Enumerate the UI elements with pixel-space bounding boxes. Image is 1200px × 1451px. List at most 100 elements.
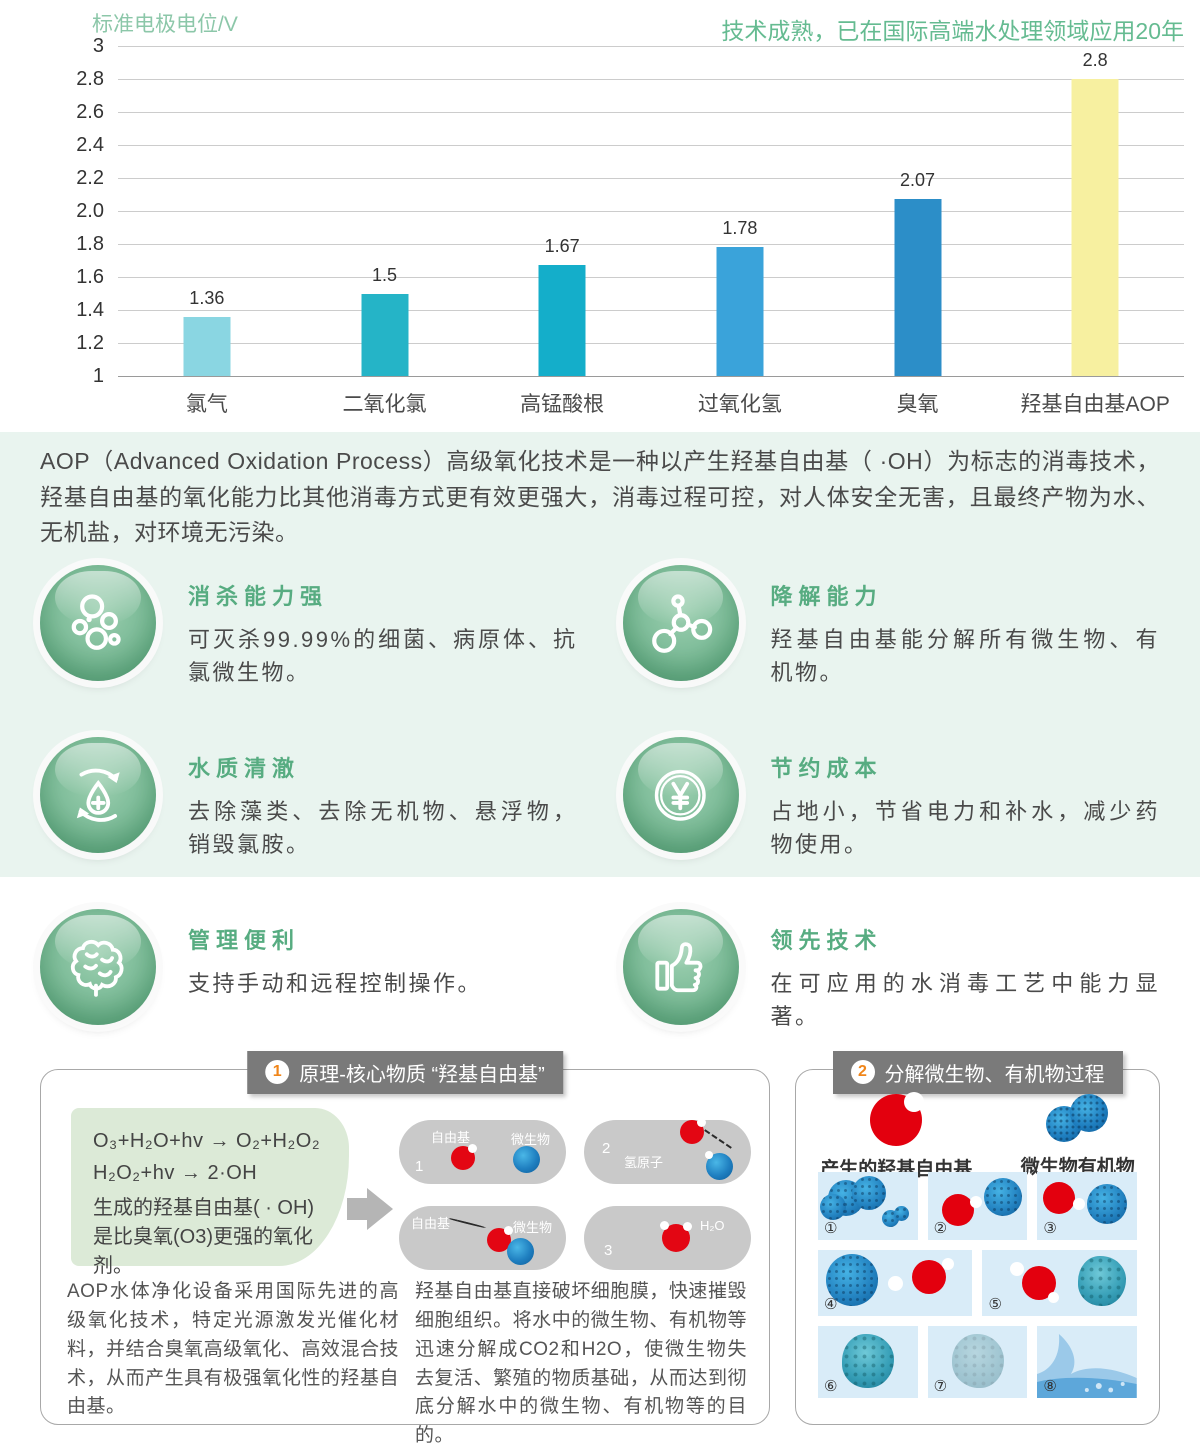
- bar-value-label: 1.78: [722, 218, 758, 239]
- bar-column: 1.36 氯气: [118, 46, 296, 416]
- gridline: 2.4: [76, 134, 1184, 156]
- thumbs-up-icon: [655, 941, 703, 992]
- feature-text: 支持手动和远程控制操作。: [188, 970, 483, 996]
- radical-red-ball: [451, 1143, 477, 1170]
- y-axis-tick: 1.4: [76, 299, 104, 321]
- feature-icon-badge: [40, 736, 156, 853]
- feature-easy-management: 管理便利 支持手动和远程控制操作。: [40, 908, 578, 1033]
- feature-text: 羟基自由基能分解所有微生物、有机物。: [770, 626, 1160, 685]
- feature-icon-badge: [40, 908, 156, 1025]
- brain-icon: [70, 939, 124, 997]
- principle-panel-header: 1 原理-核心物质 “羟基自由基”: [247, 1050, 563, 1094]
- microbe-icon: [1045, 1093, 1110, 1144]
- x-axis-category-label: 臭氧: [896, 393, 939, 416]
- gridline: 2.8: [76, 68, 1184, 90]
- bubbles-icon: [71, 594, 121, 650]
- x-axis-category-label: 高锰酸根: [520, 393, 605, 416]
- y-axis-tick: 2.6: [76, 101, 104, 123]
- intro-paragraph: AOP（Advanced Oxidation Process）高级氧化技术是一种…: [40, 448, 1160, 546]
- bar-column: 1.67 高锰酸根: [473, 46, 651, 416]
- panel-title: 原理-核心物质 “羟基自由基”: [299, 1063, 545, 1086]
- y-axis-tick: 1.8: [76, 233, 104, 255]
- x-axis-category-label: 氯气: [185, 393, 228, 416]
- capsule-step-2: 2 氢原子: [584, 1117, 751, 1184]
- y-axis-tick: 2.8: [76, 68, 104, 90]
- principle-panel: 1 原理-核心物质 “羟基自由基” O₃+H₂O+hv → O₂+H₂O₂ H₂…: [40, 1050, 770, 1446]
- formula-note: 生成的羟基自由基( · OH)是比臭氧(O3)更强的氧化剂。: [93, 1196, 315, 1277]
- gridline: 1: [93, 365, 1184, 387]
- legend-microbe: 微生物有机物: [1021, 1093, 1135, 1181]
- radical-red-ball: [680, 1117, 706, 1144]
- capsule-step-1b: 自由基 微生物: [399, 1205, 566, 1270]
- feature-icon-badge: [622, 564, 739, 681]
- feature-icon-badge: [40, 564, 156, 681]
- dashed-link: [447, 1217, 487, 1229]
- y-axis-tick: 1: [92, 365, 104, 387]
- y-axis-tick: 2.0: [76, 200, 104, 222]
- process-step-5: ⑤: [982, 1249, 1137, 1316]
- feature-icon-badge: [622, 736, 739, 853]
- feature-text: 去除藻类、去除无机物、悬浮物，销毁氯胺。: [188, 798, 578, 857]
- y-axis-tick: 1.6: [76, 266, 104, 288]
- formula-line-2: H₂O₂+hv → 2·OH: [93, 1161, 258, 1184]
- hydroxyl-radical-icon: [870, 1091, 925, 1146]
- feature-title: 领先技术: [770, 927, 883, 953]
- y-axis-tick: 2.4: [76, 134, 104, 156]
- aop-intro-section: AOP（Advanced Oxidation Process）高级氧化技术是一种…: [0, 432, 1200, 877]
- chart-headline: 技术成熟，已在国际高端水处理领域应用20年: [721, 18, 1184, 44]
- bar-value-label: 2.07: [899, 170, 936, 191]
- gridline: 3: [93, 35, 1184, 57]
- principle-paragraph-left: AOP水体净化设备采用国际先进的高级氧化技术，特定光源激发光催化材料，并结合臭氧…: [67, 1280, 399, 1418]
- panel-number-badge: 1: [265, 1060, 290, 1085]
- x-axis-category-label: 二氧化氯: [342, 393, 427, 416]
- feature-text: 可灭杀99.99%的细菌、病原体、抗氯微生物。: [188, 626, 578, 685]
- bottom-panels: 1 原理-核心物质 “羟基自由基” O₃+H₂O+hv → O₂+H₂O₂ H₂…: [0, 1050, 1200, 1446]
- decomposition-panel: 2 分解微生物、有机物过程 产生的羟基自由基 微生物有机物 ①: [795, 1050, 1160, 1425]
- yuan-coin-icon: [655, 769, 706, 821]
- y-axis-tick: 3: [92, 35, 104, 57]
- feature-cost-saving: 节约成本 占地小，节省电力和补水，减少药物使用。: [622, 736, 1161, 861]
- process-step-1: ①: [818, 1171, 918, 1240]
- bar: [183, 316, 231, 376]
- process-step-2: ②: [927, 1171, 1028, 1240]
- bar-value-label: 1.36: [189, 287, 225, 308]
- y-axis-tick: 2.2: [76, 167, 104, 189]
- legend-hydroxyl-radical: 产生的羟基自由基: [820, 1091, 972, 1181]
- process-step-3: ③: [1037, 1171, 1137, 1240]
- formula-box: O₃+H₂O+hv → O₂+H₂O₂ H₂O₂+hv → 2·OH 生成的羟基…: [71, 1107, 349, 1277]
- microbe-blue-ball: [513, 1145, 540, 1173]
- process-step-4: ④: [818, 1249, 973, 1316]
- gridline: 2.0: [76, 200, 1184, 222]
- gridline: 1.8: [76, 233, 1184, 255]
- process-step-6: ⑥: [818, 1325, 918, 1398]
- bar-value-label: 2.8: [1082, 50, 1108, 70]
- decomposition-panel-header: 2 分解微生物、有机物过程: [832, 1050, 1123, 1094]
- feature-title: 管理便利: [188, 927, 301, 953]
- principle-paragraph-right: 羟基自由基直接破坏细胞膜，快速摧毁细胞组织。将水中的微生物、有机物等迅速分解成C…: [415, 1280, 747, 1447]
- feature-grid-top: 消杀能力强 可灭杀99.99%的细菌、病原体、抗氯微生物。 降解能力 羟基自由基…: [40, 564, 1161, 861]
- panel-title: 分解微生物、有机物过程: [884, 1063, 1105, 1086]
- formula-line-1: O₃+H₂O+hv → O₂+H₂O₂: [93, 1129, 321, 1152]
- bar-column: 2.07 臭氧: [829, 46, 1007, 416]
- dashed-link: [704, 1129, 732, 1149]
- x-axis-category-label: 过氧化氢: [697, 393, 782, 416]
- bar-value-label: 1.67: [544, 236, 580, 257]
- feature-grid-bottom: 管理便利 支持手动和远程控制操作。 领先技术 在可应用的水消毒工艺中能力显著。: [0, 877, 1200, 1033]
- y-axis-title: 标准电极电位/V: [92, 13, 238, 36]
- feature-leading-technology: 领先技术 在可应用的水消毒工艺中能力显著。: [622, 908, 1161, 1033]
- water-molecule-ball: [660, 1220, 692, 1252]
- feature-title: 消杀能力强: [188, 583, 329, 609]
- gridline: 2.6: [76, 101, 1184, 123]
- reaction-capsules: 1 自由基 微生物 2 氢原子 自由基 微生物 3: [399, 1117, 751, 1270]
- decomposition-legend: 产生的羟基自由基 微生物有机物: [796, 1091, 1159, 1181]
- panel-number-badge: 2: [850, 1060, 875, 1085]
- capsule-step-3: 3 H₂O: [584, 1205, 751, 1270]
- x-axis-category-label: 羟基自由基AOP: [1020, 393, 1170, 416]
- feature-title: 降解能力: [770, 583, 883, 609]
- gridline: 1.4: [76, 299, 1184, 321]
- capsule-step-1: 1 自由基 微生物: [399, 1119, 566, 1184]
- bar: [716, 247, 764, 376]
- y-axis-tick: 1.2: [76, 332, 104, 354]
- bar-chart-plot: 3 2.8 2.6 2.4 2.2 2.0 1.8 1.6 1.4 1.2 1 1.36 氯气 1.5 二氧…: [76, 35, 1184, 416]
- bar-value-label: 1.5: [371, 264, 398, 285]
